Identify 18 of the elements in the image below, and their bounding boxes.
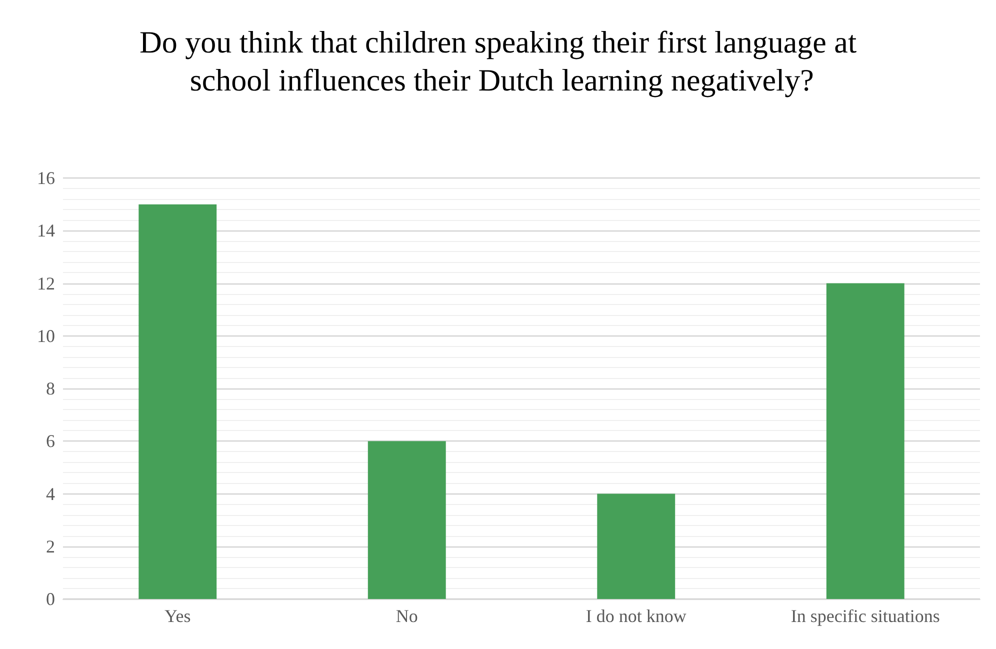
y-tick-label: 16 [37, 168, 55, 188]
y-tick-label: 2 [46, 536, 55, 556]
x-tick-label: I do not know [586, 606, 686, 626]
x-tick-label: No [396, 606, 418, 626]
bar [368, 441, 446, 599]
y-tick-label: 4 [46, 484, 55, 504]
y-tick-label: 8 [46, 378, 55, 398]
y-tick-label: 14 [37, 220, 55, 241]
x-tick-label: Yes [164, 606, 191, 626]
x-tick-label: In specific situations [790, 606, 940, 626]
bar [597, 494, 676, 599]
chart-title: Do you think that children speaking their first language at school influences their Dutch learning negatively? [139, 24, 857, 98]
y-tick-label: 0 [46, 589, 55, 609]
bar [138, 204, 217, 599]
y-tick-label: 10 [37, 326, 55, 346]
y-tick-label: 12 [37, 273, 55, 294]
bar [826, 283, 904, 599]
y-tick-label: 6 [46, 431, 55, 452]
